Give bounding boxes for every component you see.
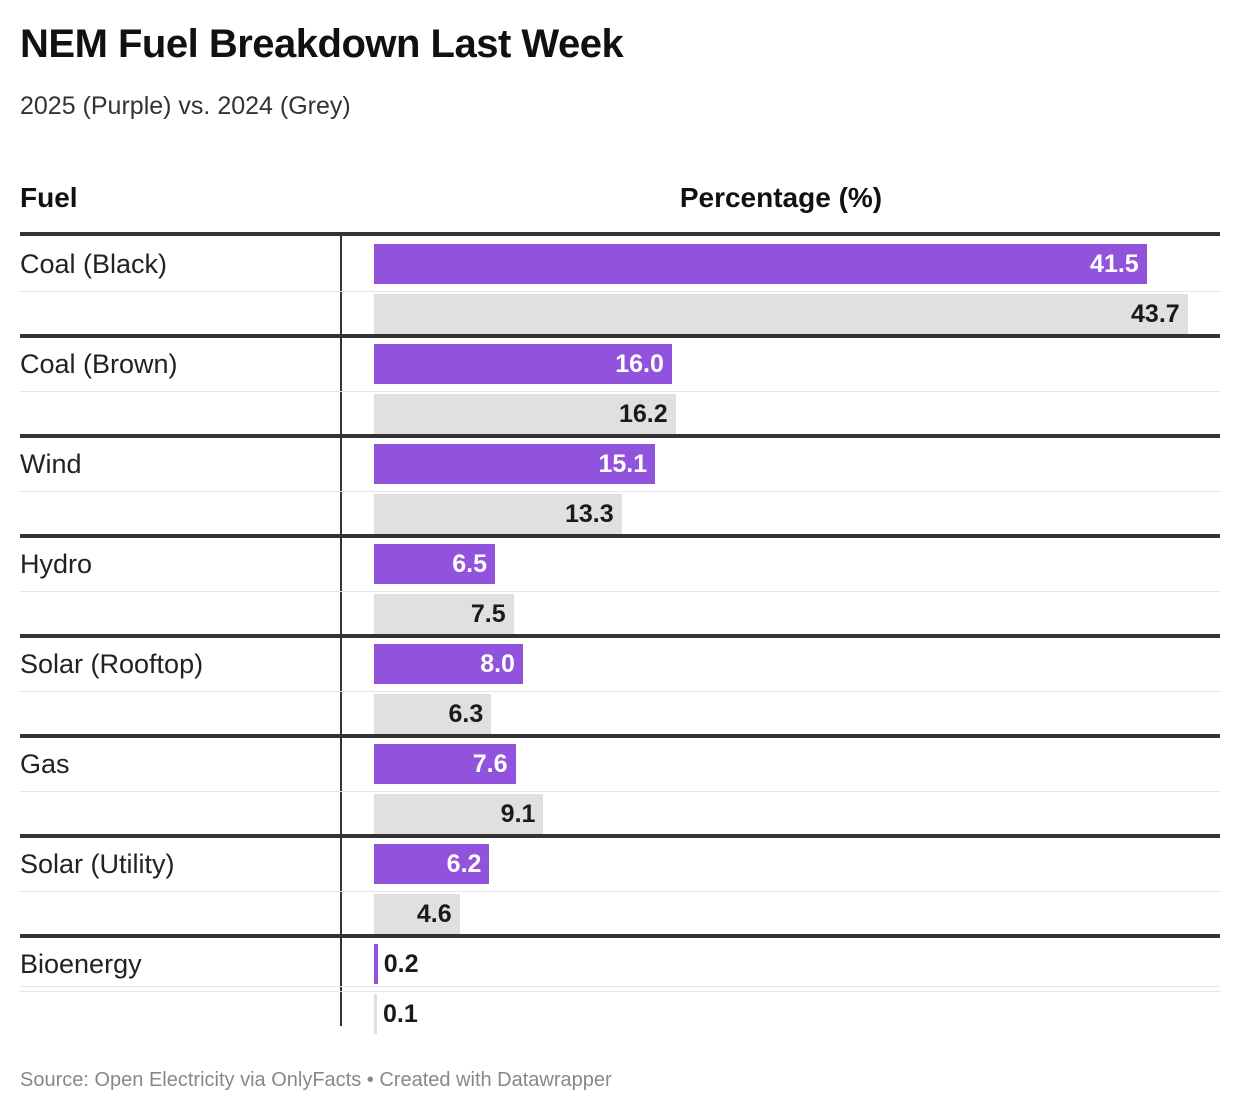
fuel-label: Coal (Brown) <box>20 349 178 379</box>
value-label-2024: 7.5 <box>470 600 506 628</box>
bar-2024 <box>374 794 544 834</box>
value-label-2025: 16.0 <box>615 350 664 378</box>
value-label-2025: 41.5 <box>1090 250 1139 278</box>
source-note: Source: Open Electricity via OnlyFacts •… <box>20 1069 612 1091</box>
row-separator <box>20 291 1220 292</box>
row-separator <box>20 391 1220 392</box>
row-separator <box>20 591 1220 592</box>
row-separator <box>20 791 1220 792</box>
value-label-2025: 15.1 <box>598 450 648 478</box>
fuel-label: Wind <box>20 449 82 479</box>
value-label-2024: 6.3 <box>448 700 484 728</box>
column-header-percentage: Percentage (%) <box>679 182 883 213</box>
value-label-2024: 13.3 <box>564 500 614 528</box>
row-separator <box>20 986 1220 987</box>
fuel-label: Coal (Black) <box>20 249 168 279</box>
bar-2024 <box>374 694 492 734</box>
bar-2024 <box>374 394 676 434</box>
value-label-2025: 8.0 <box>480 650 515 678</box>
group-separator <box>20 734 1220 738</box>
fuel-label: Gas <box>20 749 70 779</box>
bar-2025 <box>374 444 656 484</box>
fuel-label: Bioenergy <box>20 949 142 979</box>
bar-2024 <box>374 494 622 534</box>
chart-subtitle: 2025 (Purple) vs. 2024 (Grey) <box>20 92 351 120</box>
value-label-2025: 7.6 <box>472 750 508 778</box>
bar-2025 <box>374 844 490 884</box>
value-label-2024: 0.1 <box>383 1000 418 1028</box>
bar-2024 <box>374 994 377 1034</box>
bar-2024 <box>374 594 514 634</box>
group-separator <box>20 534 1220 538</box>
fuel-label: Solar (Utility) <box>20 849 175 879</box>
row-separator <box>20 491 1220 492</box>
bar-2024 <box>374 894 460 934</box>
bar-2025 <box>374 544 496 584</box>
row-separator <box>20 891 1220 892</box>
value-label-2025: 6.5 <box>452 550 488 578</box>
value-label-2024: 16.2 <box>618 400 668 428</box>
fuel-label: Solar (Rooftop) <box>20 649 204 679</box>
bar-2025 <box>374 744 516 784</box>
bar-2025 <box>374 344 672 384</box>
group-separator <box>20 634 1220 638</box>
bar-2025 <box>374 944 378 984</box>
chart-title: NEM Fuel Breakdown Last Week <box>20 22 624 66</box>
bar-2025 <box>374 244 1147 284</box>
row-separator <box>20 991 1220 992</box>
fuel-label: Hydro <box>20 549 93 579</box>
bar-2025 <box>374 644 523 684</box>
column-divider <box>340 236 342 1026</box>
value-label-2025: 6.2 <box>446 850 482 878</box>
column-header-fuel: Fuel <box>20 182 78 213</box>
bar-2024 <box>374 294 1188 334</box>
group-separator <box>20 334 1220 338</box>
group-separator <box>20 834 1220 838</box>
value-label-2024: 9.1 <box>500 800 536 828</box>
value-label-2025: 0.2 <box>383 950 419 978</box>
row-separator <box>20 691 1220 692</box>
group-separator <box>20 934 1220 938</box>
value-label-2024: 4.6 <box>416 900 452 928</box>
value-label-2024: 43.7 <box>1131 300 1180 328</box>
header-rule <box>20 232 1220 236</box>
group-separator <box>20 434 1220 438</box>
